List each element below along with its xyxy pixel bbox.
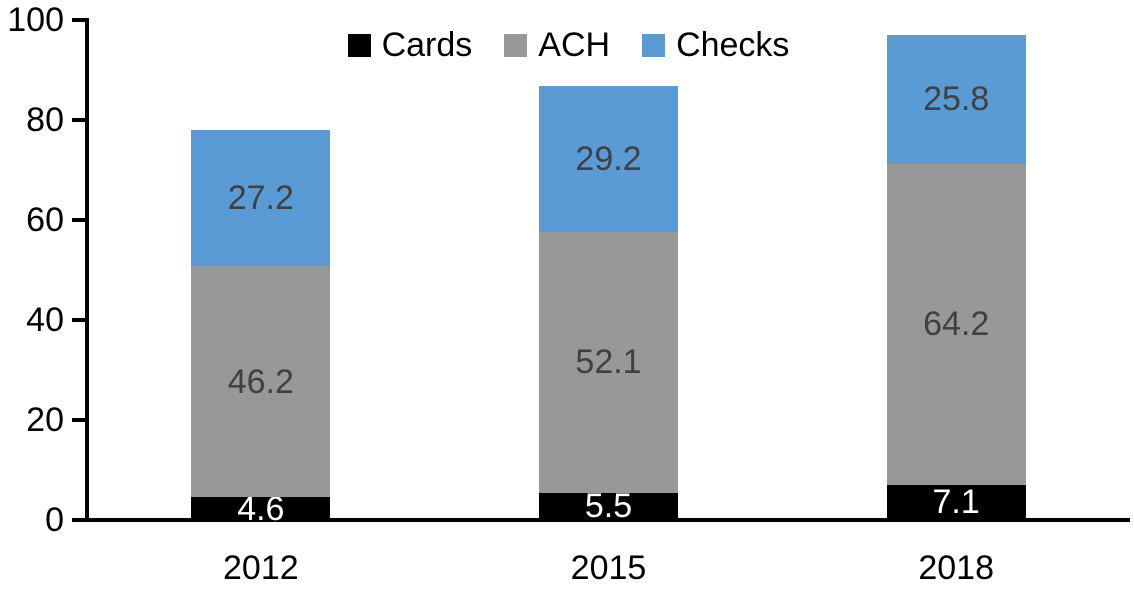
segment-value-label: 27.2 [227, 179, 294, 217]
segment-value-label: 29.2 [575, 140, 642, 178]
legend-swatch-cards [347, 33, 371, 57]
y-tick-mark [72, 418, 85, 422]
bar-segment-checks-2018: 25.8 [886, 34, 1026, 164]
legend-swatch-checks [642, 33, 666, 57]
legend-label-checks: Checks [676, 26, 790, 64]
y-tick-mark [72, 18, 85, 22]
segment-value-label: 25.8 [923, 80, 990, 118]
segment-value-label: 64.2 [923, 305, 990, 343]
legend-label-ach: ACH [538, 26, 611, 64]
y-tick-mark [72, 518, 85, 522]
segment-value-label: 46.2 [227, 362, 294, 401]
y-tick-mark [72, 118, 85, 122]
y-axis-line [85, 18, 89, 522]
segment-value-label: 5.5 [584, 487, 633, 526]
legend-item-ach: ACH [504, 28, 610, 62]
y-axis-tick-label: 20 [26, 401, 64, 439]
legend-label-cards: Cards [381, 26, 473, 64]
legend-item-checks: Checks [642, 28, 789, 62]
bar-segment-ach-2015: 52.1 [539, 232, 678, 493]
bar-2018: 7.1 64.2 25.8 [886, 34, 1026, 522]
segment-value-label: 7.1 [932, 483, 980, 522]
bar-segment-cards-2012: 4.6 [191, 492, 331, 526]
legend-item-cards: Cards [347, 26, 473, 64]
chart-legend: Cards ACH Checks [87, 28, 1130, 62]
x-axis-line [85, 518, 1130, 522]
bar-2015: 5.5 52.1 29.2 [539, 86, 678, 523]
bar-segment-ach-2012: 46.2 [191, 266, 331, 497]
y-tick-mark [72, 218, 85, 222]
bar-segment-cards-2015: 5.5 [539, 489, 678, 523]
bar-segment-checks-2012: 27.2 [191, 130, 331, 266]
segment-value-label: 4.6 [237, 489, 285, 528]
bar-2012: 4.6 46.2 27.2 [191, 130, 331, 526]
bar-segment-checks-2015: 29.2 [539, 86, 678, 232]
y-axis-tick-label: 0 [45, 501, 64, 539]
y-axis-tick-label: 100 [7, 1, 64, 39]
y-axis-tick-label: 60 [26, 201, 64, 239]
y-tick-mark [72, 318, 85, 322]
segment-value-label: 52.1 [575, 343, 642, 382]
legend-swatch-ach [504, 33, 528, 57]
y-axis-tick-label: 40 [26, 301, 64, 339]
x-axis-category-label: 2015 [570, 549, 647, 587]
bar-segment-cards-2018: 7.1 [886, 483, 1026, 522]
x-axis-category-label: 2018 [918, 549, 994, 587]
x-axis-category-label: 2012 [223, 549, 299, 587]
bar-segment-ach-2018: 64.2 [886, 163, 1026, 485]
y-axis-tick-label: 80 [26, 101, 64, 139]
